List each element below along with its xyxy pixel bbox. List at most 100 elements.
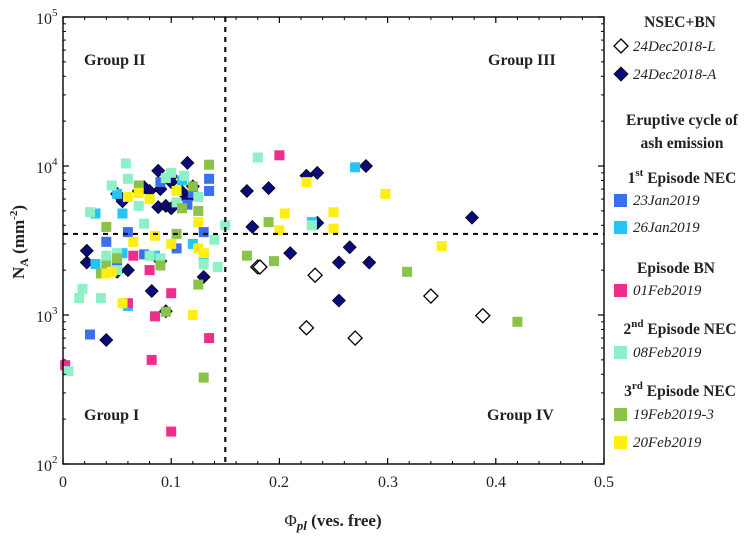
point-23jan2019: [85, 329, 95, 340]
point-20feb2019: [133, 187, 144, 198]
legend-label-26jan2019: 26Jan2019: [633, 220, 700, 236]
point-26jan2019: [90, 208, 101, 219]
point-01feb2019: [128, 250, 139, 261]
point-19feb2019-3: [204, 159, 215, 170]
legend-label-08feb2019: 08Feb2019: [633, 345, 702, 361]
legend-label-23jan2019: 23Jan2019: [633, 193, 700, 209]
point-26jan2019: [117, 248, 128, 259]
point-19feb2019-3: [133, 180, 144, 191]
point-24dec2018-a: [239, 183, 254, 198]
point-19feb2019-3: [187, 181, 198, 192]
point-20feb2019: [274, 225, 285, 236]
point-08feb2019: [74, 293, 85, 303]
point-24dec2018-a: [180, 155, 195, 170]
point-23jan2019: [101, 236, 112, 247]
legend-title-episode-3: 3rd Episode NEC: [624, 380, 736, 400]
point-20feb2019: [279, 208, 290, 219]
x-tick-label-0-3: 0.3: [378, 474, 398, 491]
x-axis-title: Φpl (ves. free): [284, 511, 381, 533]
point-20feb2019: [166, 238, 177, 249]
point-08feb2019: [166, 167, 177, 178]
point-19feb2019-3: [402, 266, 413, 277]
point-20feb2019: [328, 223, 339, 234]
legend-title-eruptive-line2: ash emission: [640, 135, 723, 152]
legend: NSEC+BN 24Dec2018-L 24Dec2018-A Eruptive…: [613, 14, 739, 451]
group-iv-label: Group IV: [487, 407, 554, 424]
point-20feb2019: [193, 217, 204, 228]
x-tick-label-0: 0: [59, 474, 67, 491]
point-24dec2018-a: [362, 255, 377, 270]
point-20feb2019: [101, 268, 112, 279]
legend-marker-01feb2019: [614, 284, 627, 297]
point-08feb2019: [179, 170, 190, 181]
point-01feb2019: [166, 426, 177, 437]
point-26jan2019: [150, 250, 160, 261]
point-26jan2019: [350, 162, 361, 173]
axis-ticks: [62, 16, 605, 465]
point-08feb2019: [95, 293, 106, 303]
point-20feb2019: [117, 298, 128, 309]
point-08feb2019: [155, 253, 166, 264]
point-08feb2019: [144, 250, 155, 261]
point-20feb2019: [122, 191, 133, 202]
point-08feb2019: [133, 200, 144, 211]
point-23jan2019: [187, 187, 198, 198]
legend-marker-24dec2018-l: [613, 38, 629, 54]
point-24dec2018-a: [120, 263, 135, 278]
group-ii-label: Group II: [84, 52, 146, 69]
point-20feb2019: [171, 186, 182, 196]
y-axis-title: NA (mm-2): [8, 205, 31, 279]
point-08feb2019: [252, 152, 263, 163]
point-26jan2019: [187, 238, 198, 249]
point-01feb2019: [144, 265, 155, 276]
point-08feb2019: [209, 234, 220, 245]
point-19feb2019-3: [198, 372, 209, 383]
point-24dec2018-l: [307, 267, 324, 284]
point-20feb2019: [198, 248, 209, 259]
point-23jan2019: [112, 259, 123, 269]
point-08feb2019: [106, 180, 117, 191]
point-20feb2019: [380, 188, 391, 199]
point-08feb2019: [171, 197, 182, 208]
point-24dec2018-l: [298, 319, 315, 336]
legend-marker-24dec2018-a: [613, 66, 629, 82]
point-19feb2019-3: [263, 217, 274, 228]
point-26jan2019: [112, 188, 123, 199]
point-20feb2019: [328, 207, 339, 218]
point-19feb2019-3: [193, 205, 204, 216]
point-19feb2019-3: [193, 279, 204, 290]
point-19feb2019-3: [512, 316, 523, 327]
point-19feb2019-3: [112, 253, 123, 264]
point-24dec2018-a: [79, 243, 94, 258]
point-24dec2018-a: [261, 181, 276, 196]
point-20feb2019: [193, 243, 204, 254]
point-24dec2018-l: [422, 288, 439, 304]
x-tick-label-0-1: 0.1: [161, 474, 181, 491]
legend-label-01feb2019: 01Feb2019: [633, 283, 702, 299]
point-26jan2019: [90, 259, 101, 269]
point-01feb2019: [150, 311, 160, 322]
point-08feb2019: [122, 173, 133, 184]
point-08feb2019: [63, 366, 74, 377]
point-08feb2019: [212, 262, 223, 272]
x-tick-labels: 0 0.1 0.2 0.3 0.4 0.5: [59, 474, 614, 491]
point-24dec2018-a: [358, 159, 373, 173]
point-19feb2019-3: [101, 221, 112, 232]
y-tick-label-10000: 104: [36, 156, 58, 177]
legend-label-19feb2019-3: 19Feb2019-3: [633, 407, 714, 423]
point-20feb2019: [106, 266, 117, 277]
legend-marker-08feb2019: [614, 346, 627, 359]
point-19feb2019-3: [95, 268, 106, 279]
point-20feb2019: [144, 194, 155, 205]
point-08feb2019: [120, 158, 131, 169]
legend-label-24dec2018-l: 24Dec2018-L: [633, 39, 716, 55]
point-24dec2018-a: [283, 246, 298, 261]
point-20feb2019: [436, 241, 447, 252]
point-24dec2018-a: [465, 210, 479, 225]
point-23jan2019: [204, 173, 215, 184]
point-19feb2019-3: [269, 256, 279, 267]
point-19feb2019-3: [177, 203, 187, 214]
point-08feb2019: [160, 173, 171, 184]
